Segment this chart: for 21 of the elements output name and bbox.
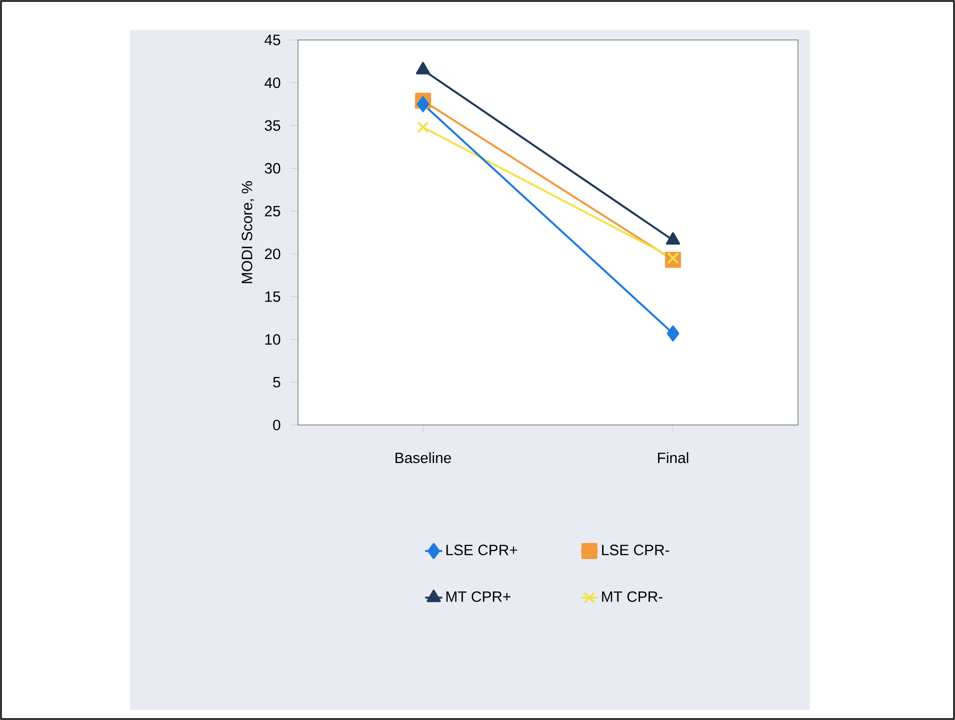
y-tick-label: 5 bbox=[273, 376, 280, 388]
point bbox=[667, 252, 679, 264]
legend-label: MT CPR- bbox=[602, 591, 662, 602]
y-tick-label: 45 bbox=[264, 34, 280, 46]
legend-label: LSE CPR+ bbox=[446, 544, 518, 556]
y-tick-label: 0 bbox=[273, 420, 280, 430]
y-tick-label: 15 bbox=[265, 291, 280, 302]
y-tick-label: 30 bbox=[264, 163, 280, 174]
y-tick-label: 10 bbox=[265, 334, 280, 345]
legend-label: LSE CPR- bbox=[602, 544, 670, 556]
y-axis-title: MODI Score, % bbox=[242, 181, 254, 284]
point bbox=[417, 121, 429, 134]
y-tick-label: 25 bbox=[264, 206, 280, 216]
point bbox=[666, 325, 680, 342]
x-tick-label: Baseline bbox=[396, 452, 451, 464]
x-tick-label: Final bbox=[658, 452, 688, 464]
y-tick-label: 40 bbox=[264, 77, 280, 88]
legend-label: MT CPR+ bbox=[446, 591, 510, 602]
point bbox=[416, 96, 430, 112]
y-tick-label: 20 bbox=[264, 248, 280, 260]
y-tick-label: 35 bbox=[264, 120, 280, 131]
